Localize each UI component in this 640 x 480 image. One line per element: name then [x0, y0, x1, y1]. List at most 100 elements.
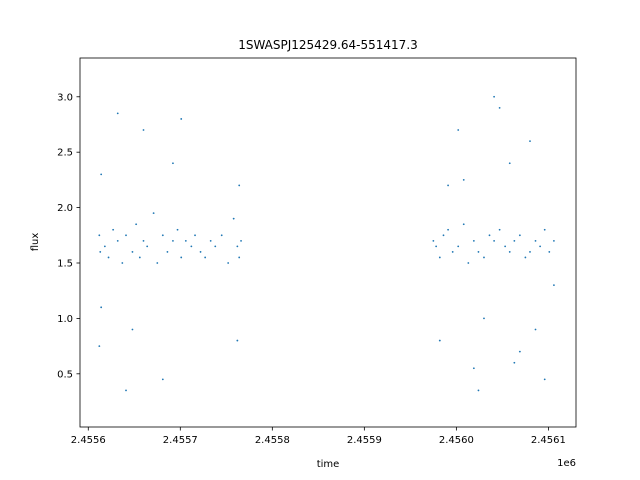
y-tick-label: 2.0	[57, 203, 73, 214]
data-point	[180, 118, 183, 120]
data-point	[172, 162, 174, 165]
data-point	[199, 251, 202, 253]
data-point	[451, 251, 454, 253]
y-tick-label: 1.0	[57, 314, 73, 325]
data-point	[518, 350, 521, 353]
data-point	[209, 239, 212, 242]
data-point	[125, 234, 127, 237]
data-point	[116, 112, 119, 115]
x-tick-label: 2.4561	[531, 435, 566, 446]
data-point	[472, 239, 475, 242]
data-point	[131, 251, 134, 253]
data-point	[107, 256, 110, 259]
data-point	[184, 239, 187, 242]
data-point	[477, 389, 480, 392]
data-point	[220, 234, 223, 237]
data-point	[508, 251, 511, 253]
data-point	[112, 228, 115, 231]
x-tick-label: 2.4560	[439, 435, 474, 446]
data-point	[121, 262, 124, 264]
data-point	[457, 129, 460, 131]
y-axis-ticks: 0.5 1.0 1.5 2.0 2.5 3.0	[57, 92, 80, 380]
data-point	[553, 239, 555, 242]
data-point	[156, 262, 159, 264]
data-point	[146, 245, 149, 248]
data-point	[131, 328, 134, 331]
data-point	[116, 239, 119, 242]
data-point	[534, 239, 537, 242]
data-point	[103, 245, 106, 248]
data-point	[447, 184, 449, 187]
data-point	[435, 245, 438, 248]
data-point	[180, 256, 183, 259]
data-point	[513, 239, 516, 242]
x-tick-label: 2.4558	[255, 435, 290, 446]
data-point	[204, 256, 207, 259]
data-point	[498, 106, 501, 109]
data-point	[462, 178, 465, 181]
data-point	[524, 256, 527, 259]
data-point	[214, 245, 217, 248]
data-point	[236, 245, 239, 248]
y-tick-label: 1.5	[57, 259, 73, 270]
data-point	[438, 339, 441, 342]
data-point	[483, 317, 485, 320]
data-point	[553, 284, 555, 287]
x-tick-label: 2.4557	[163, 435, 198, 446]
plot-frame	[79, 57, 577, 428]
data-point	[504, 245, 507, 248]
data-point	[529, 251, 531, 253]
data-point	[518, 234, 521, 237]
x-axis-ticks: 2.4556 2.4557 2.4558 2.4559 2.4560 2.4561	[71, 427, 566, 446]
chart-title: 1SWASPJ125429.64-551417.3	[238, 38, 418, 52]
data-point	[100, 306, 103, 309]
data-point	[467, 262, 470, 264]
data-points	[98, 95, 555, 392]
data-point	[98, 234, 101, 237]
data-point	[477, 251, 480, 253]
data-point	[432, 239, 435, 242]
data-point	[462, 223, 465, 226]
data-point	[238, 184, 241, 187]
data-point	[488, 234, 491, 237]
data-point	[190, 245, 193, 248]
data-point	[438, 256, 441, 259]
x-tick-label: 2.4556	[71, 435, 106, 446]
y-tick-label: 2.5	[57, 148, 73, 159]
x-axis-offset-label: 1e6	[557, 458, 576, 469]
data-point	[543, 228, 546, 231]
data-point	[447, 228, 449, 231]
y-axis-label: flux	[30, 233, 41, 252]
data-point	[138, 256, 141, 259]
data-point	[483, 256, 485, 259]
data-point	[238, 256, 241, 259]
y-tick-label: 3.0	[57, 92, 73, 103]
data-point	[240, 239, 242, 242]
y-tick-label: 0.5	[57, 369, 73, 380]
data-point	[99, 251, 102, 253]
data-point	[236, 339, 239, 342]
data-point	[125, 389, 127, 392]
data-point	[493, 95, 495, 98]
data-point	[442, 234, 445, 237]
data-point	[534, 328, 537, 331]
x-axis-label: time	[317, 459, 340, 470]
data-point	[472, 367, 475, 370]
data-point	[529, 140, 531, 143]
data-point	[539, 245, 542, 248]
data-point	[100, 173, 103, 176]
data-point	[176, 228, 179, 231]
data-point	[498, 228, 501, 231]
data-point	[135, 223, 138, 226]
x-tick-label: 2.4559	[347, 435, 382, 446]
data-point	[232, 217, 235, 220]
data-point	[548, 251, 551, 253]
data-point	[161, 234, 164, 237]
data-point	[513, 361, 516, 364]
data-point	[152, 212, 155, 215]
data-point	[161, 378, 164, 381]
data-point	[457, 245, 460, 248]
data-point	[166, 251, 169, 253]
data-point	[543, 378, 546, 381]
